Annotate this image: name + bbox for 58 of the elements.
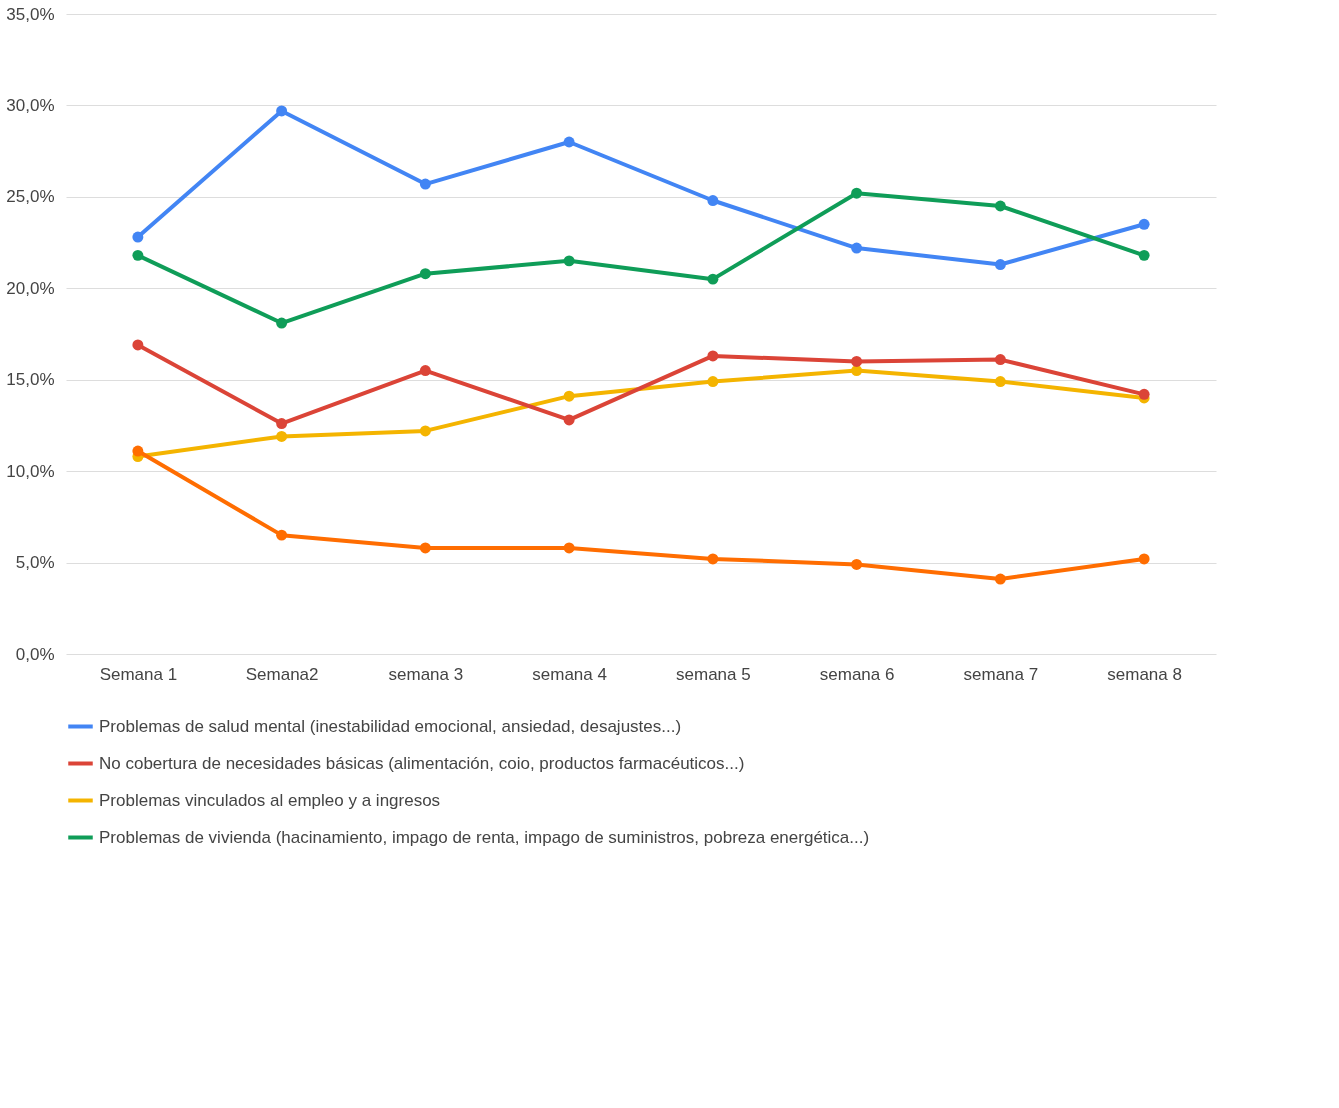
x-tick-label: semana 8	[1107, 664, 1182, 684]
x-tick-label: semana 4	[532, 664, 607, 684]
point	[563, 414, 575, 426]
point	[851, 187, 863, 199]
point	[276, 529, 288, 541]
x-tick-label: semana 6	[819, 664, 895, 684]
y-tick-label: 15,0%	[6, 370, 55, 390]
point	[707, 376, 719, 388]
point	[851, 365, 863, 377]
y-tick-label: 20,0%	[6, 278, 55, 298]
point	[1138, 553, 1150, 565]
point	[563, 542, 575, 554]
point	[419, 425, 431, 437]
point	[851, 242, 863, 254]
x-tick-label: semana 7	[963, 664, 1039, 684]
point	[707, 195, 719, 206]
point	[1138, 218, 1150, 230]
point	[994, 200, 1006, 212]
point	[563, 136, 575, 148]
point	[132, 231, 144, 243]
legend-label: No cobertura de necesidades básicas (alimentación, coio, productos farmacéuticos...)	[99, 753, 745, 773]
point	[707, 273, 719, 285]
point	[132, 249, 144, 261]
point	[419, 178, 431, 190]
point	[1138, 249, 1150, 261]
y-tick-label: 25,0%	[6, 187, 55, 207]
point	[276, 105, 288, 117]
point	[851, 355, 863, 367]
legend-label: Problemas vinculados al empleo y a ingresos	[99, 790, 441, 810]
point	[994, 259, 1006, 270]
y-tick-label: 30,0%	[6, 95, 55, 115]
legend-label: Problemas de salud mental (inestabilidad emocional, ansiedad, desajustes...)	[99, 716, 682, 736]
point	[1138, 388, 1150, 400]
legend-label: Problemas de vivienda (hacinamiento, impago de renta, impago de suministros, pobreza energética...)	[99, 827, 870, 847]
point	[563, 390, 575, 402]
point	[132, 339, 144, 351]
y-tick-label: 10,0%	[6, 461, 55, 481]
x-tick-label: Semana 1	[99, 664, 178, 684]
point	[994, 376, 1006, 388]
y-tick-label: 0,0%	[15, 644, 55, 664]
point	[851, 558, 863, 570]
point	[132, 445, 144, 457]
point	[707, 350, 719, 362]
point	[419, 365, 431, 377]
point	[994, 354, 1006, 366]
point	[276, 317, 288, 329]
point	[563, 255, 575, 267]
point	[707, 553, 719, 565]
point	[276, 430, 288, 442]
point	[276, 418, 288, 430]
y-tick-label: 35,0%	[6, 4, 55, 24]
y-tick-label: 5,0%	[15, 553, 55, 573]
x-tick-label: semana 3	[388, 664, 464, 684]
point	[419, 268, 431, 280]
x-tick-label: semana 5	[676, 664, 751, 684]
point	[994, 573, 1006, 585]
point	[419, 542, 431, 554]
x-tick-label: Semana2	[245, 664, 319, 684]
